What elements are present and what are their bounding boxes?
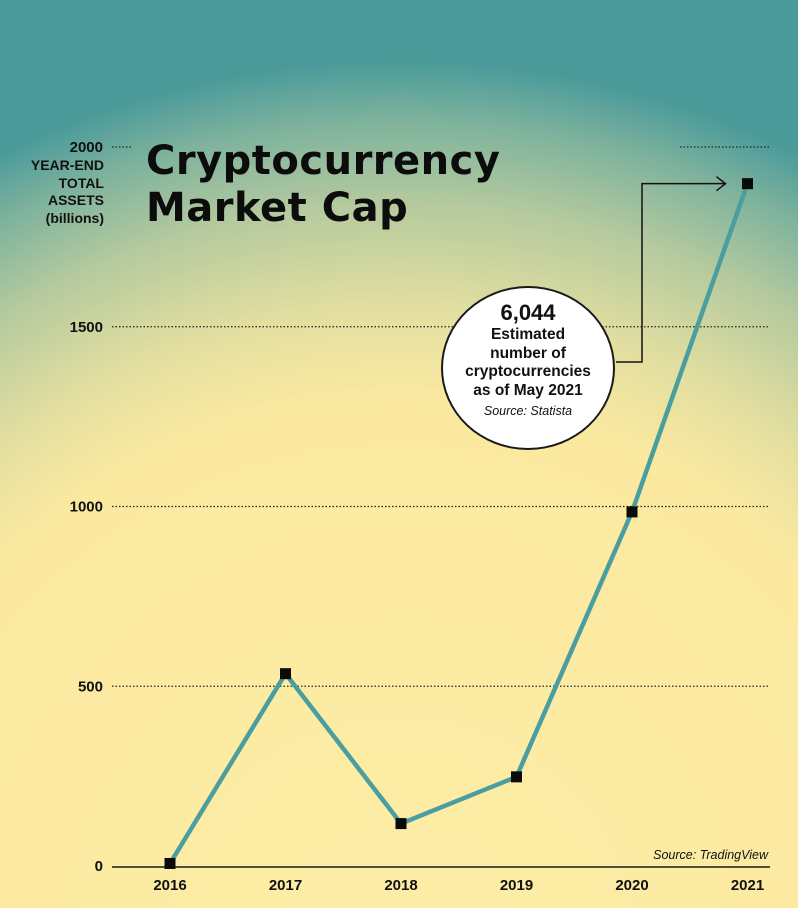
y-tick-label-2000: 2000	[70, 139, 103, 156]
data-point-2020	[626, 506, 638, 518]
x-tick-label-2018: 2018	[384, 877, 417, 894]
x-tick-labels: 2016 2017 2018 2019 2020 2021	[153, 877, 764, 894]
callout-arrow	[616, 176, 727, 363]
y-tick-label-0: 0	[95, 858, 103, 875]
y-tick-label-1000: 1000	[70, 499, 103, 516]
data-point-2017	[280, 668, 291, 680]
chart-source: Source: TradingView	[653, 848, 768, 862]
chart-title: Cryptocurrency Market Cap	[146, 138, 501, 231]
callout-value: 6,044	[500, 300, 556, 325]
data-point-2016	[164, 857, 176, 869]
data-point-markers	[164, 178, 753, 869]
data-point-2021	[742, 178, 753, 190]
y-tick-label-1500: 1500	[70, 319, 103, 336]
callout-bubble: 6,044 Estimated number of cryptocurrenci…	[441, 286, 615, 450]
x-tick-label-2017: 2017	[269, 877, 302, 894]
callout-text: Estimated number of cryptocurrencies as …	[465, 326, 591, 399]
x-tick-label-2016: 2016	[153, 877, 186, 894]
y-tick-labels: 0 500 1000 1500 2000	[70, 139, 103, 875]
y-tick-label-500: 500	[78, 678, 103, 695]
x-tick-label-2019: 2019	[500, 877, 533, 894]
x-tick-label-2021: 2021	[731, 877, 764, 894]
callout-arrow-line	[616, 182, 726, 363]
gridlines	[112, 146, 770, 687]
y-axis-label: YEAR-END TOTAL ASSETS (billions)	[30, 157, 104, 226]
series-line	[167, 181, 750, 866]
callout-arrow-head	[716, 176, 727, 192]
callout-source: Source: Statista	[483, 404, 573, 418]
data-point-2019	[511, 771, 522, 783]
data-point-2018	[395, 818, 407, 830]
series-line-path	[167, 181, 750, 866]
x-tick-label-2020: 2020	[615, 877, 648, 894]
